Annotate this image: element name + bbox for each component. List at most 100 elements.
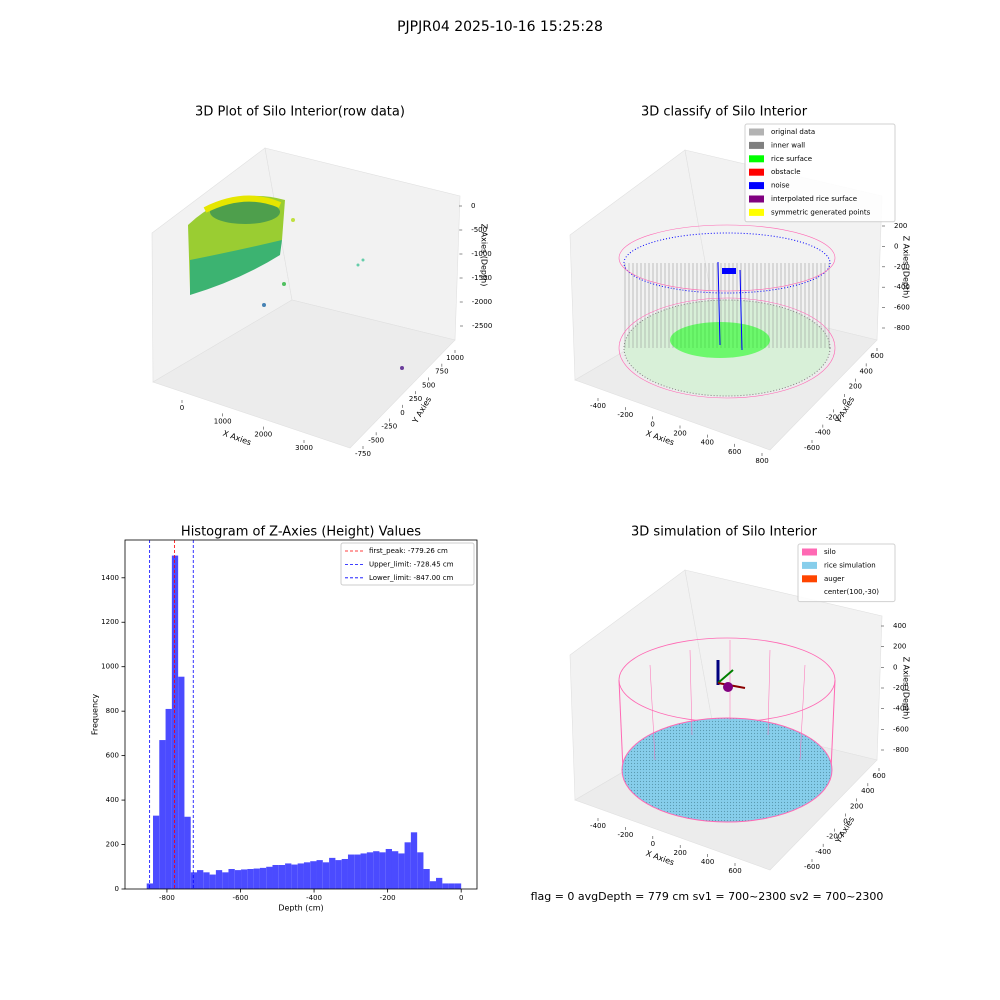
x-tick-label: -400 [590, 822, 606, 830]
legend-frame [797, 543, 896, 603]
y-tick-label: 200 [106, 841, 119, 849]
z-tick-label: -2000 [472, 298, 492, 306]
y-tick-label: 0 [843, 818, 847, 826]
legend-label: symmetric generated points [771, 208, 871, 216]
panel-title: 3D Plot of Silo Interior(row data) [195, 105, 405, 120]
bar [417, 852, 424, 889]
z-tick-label: -200 [893, 684, 909, 692]
y-tick-label: 800 [106, 707, 119, 715]
bar [190, 872, 198, 889]
bar [410, 832, 418, 889]
plot-frame [124, 539, 478, 890]
y-tick-label: 200 [850, 802, 863, 810]
z-tick-label: 0 [894, 242, 898, 250]
bar [398, 853, 405, 889]
bar [429, 881, 437, 889]
x-tick-label: 2000 [254, 431, 272, 439]
y-tick-label: -250 [381, 423, 397, 431]
y-tick-label: 750 [435, 368, 448, 376]
panel-title: 3D classify of Silo Interior [641, 105, 808, 120]
y-tick-label: -200 [826, 833, 842, 841]
z-tick-label: -600 [894, 304, 910, 312]
panel-title: Histogram of Z-Axies (Height) Values [181, 525, 421, 540]
legend-frame [744, 123, 896, 223]
legend-swatch [749, 208, 764, 216]
legend-swatch [749, 168, 764, 176]
bar [266, 866, 273, 889]
z-tick-label: -600 [893, 725, 909, 733]
x-tick-label: -200 [617, 411, 633, 419]
x-tick-label: -200 [617, 831, 633, 839]
bar [241, 869, 248, 889]
x-tick-label: 600 [728, 867, 741, 875]
z-tick-label: 200 [894, 222, 907, 230]
bar [209, 874, 216, 889]
bar [385, 848, 392, 889]
panel-title: 3D simulation of Silo Interior [631, 525, 818, 540]
y-tick-label: 1000 [101, 663, 119, 671]
bar [228, 868, 235, 889]
legend-label: interpolated rice surface [771, 195, 857, 203]
footer: flag = 0 avgDepth = 779 cm sv1 = 700~230… [531, 890, 884, 903]
bar [222, 872, 229, 889]
y-axis-label: Frequency [91, 694, 100, 736]
legend-swatch [802, 561, 817, 569]
y-tick-label: 500 [422, 381, 435, 389]
bar [335, 860, 342, 889]
bar [316, 860, 323, 889]
y-tick-label: 250 [409, 395, 422, 403]
figure-title: PJPJR04 2025-10-16 15:25:28 [397, 19, 603, 35]
legend-label: obstacle [771, 168, 801, 176]
z-tick-label: -800 [893, 746, 909, 754]
bar [454, 883, 462, 889]
y-tick-label: -400 [815, 848, 831, 856]
x-tick-label: 200 [673, 430, 686, 438]
y-tick-label: -200 [826, 413, 842, 421]
x-tick-label: -600 [233, 894, 249, 902]
x-tick-label: -400 [306, 894, 322, 902]
y-tick-label: 400 [859, 367, 872, 375]
y-tick-label: 400 [861, 787, 874, 795]
z-tick-label: 0 [893, 663, 897, 671]
y-tick-label: 0 [400, 409, 404, 417]
bar [404, 842, 411, 889]
bar [297, 863, 304, 889]
point-cloud [618, 224, 836, 399]
x-tick-label: 600 [728, 448, 741, 456]
z-axis-label: Z Axies (Depth) [902, 657, 911, 720]
legend-label: silo [824, 548, 836, 556]
y-tick-label: 1000 [446, 354, 464, 362]
bar [360, 853, 367, 889]
z-tick-label: 200 [893, 643, 906, 651]
x-tick-label: 400 [701, 858, 714, 866]
bar [310, 861, 317, 889]
bar [322, 862, 330, 889]
bar [329, 857, 336, 889]
simulation [618, 637, 836, 823]
y-tick-label: -500 [368, 436, 384, 444]
bar [159, 740, 166, 889]
y-tick-label: 400 [106, 796, 119, 804]
y-tick-label: 600 [872, 772, 885, 780]
bar [165, 708, 172, 889]
z-axis-label: Z Axies (Depth) [480, 224, 489, 287]
y-tick-label: -400 [815, 429, 831, 437]
bar [234, 870, 242, 889]
legend-swatch [749, 155, 764, 163]
x-tick-label: 0 [180, 404, 184, 412]
bar [442, 883, 449, 889]
z-axis-label: Z Axies (Depth) [902, 236, 911, 299]
bar [203, 872, 210, 889]
bar [448, 883, 455, 889]
z-tick-label: 0 [471, 202, 475, 210]
bar [178, 676, 185, 889]
y-tick-label: -750 [355, 450, 371, 458]
x-tick-label: 800 [755, 457, 768, 465]
bar [215, 870, 223, 889]
z-tick-label: -400 [893, 705, 909, 713]
x-tick-label: 1000 [214, 417, 232, 425]
legend-label: center(100,-30) [824, 588, 879, 596]
bar [373, 851, 380, 889]
point-cloud [188, 195, 404, 370]
